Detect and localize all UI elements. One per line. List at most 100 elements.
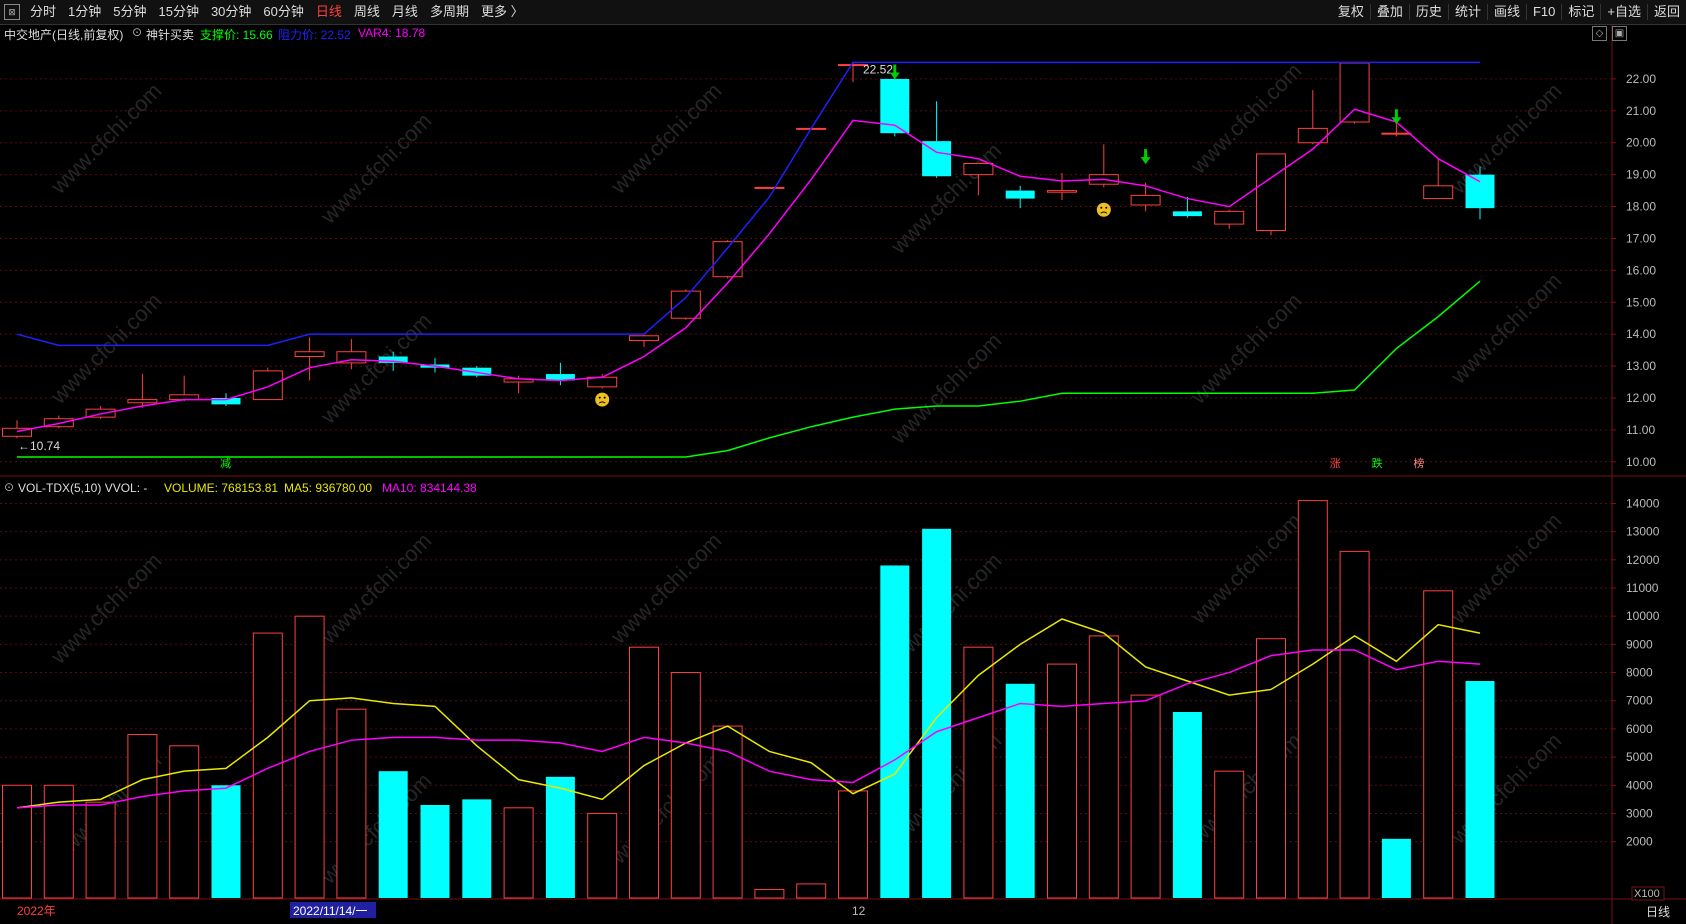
watermark-text: www.cfchi.com	[1185, 58, 1306, 179]
candle	[2, 420, 32, 439]
watermark-text: www.cfchi.com	[1445, 728, 1566, 849]
volume-bar	[503, 807, 534, 899]
candle-body	[127, 399, 158, 404]
candle-body	[922, 141, 952, 177]
volume-bar	[85, 801, 116, 899]
candle	[587, 374, 618, 389]
watermark-text: www.cfchi.com	[605, 528, 726, 649]
volume-label: VOLUME: 768153.81	[164, 481, 279, 495]
vol-indicator-label: VOL-TDX(5,10) VVOL: -	[18, 481, 148, 495]
candle	[294, 337, 325, 381]
toolbar-divider	[1369, 4, 1371, 20]
face-eye	[1105, 206, 1108, 209]
candle	[1172, 196, 1202, 218]
price-tick-label: 14.00	[1626, 327, 1656, 341]
volume-bar	[545, 776, 575, 898]
toolbar-action-6[interactable]: 标记	[1568, 4, 1595, 19]
volume-bar	[880, 565, 910, 898]
toolbar-action-0[interactable]: 复权	[1337, 4, 1364, 19]
toolbar-action-2[interactable]: 历史	[1415, 4, 1442, 19]
candle	[1047, 173, 1077, 201]
candle	[922, 101, 952, 178]
volume-bar	[336, 708, 367, 899]
candle	[85, 405, 116, 419]
watermark-text: www.cfchi.com	[1185, 508, 1306, 629]
candle-body	[1339, 62, 1370, 123]
price-tick-label: 22.00	[1626, 72, 1656, 86]
high-price-label: 22.52	[863, 62, 893, 76]
period-tab-1[interactable]: 1分钟	[68, 4, 102, 19]
period-tab-3[interactable]: 15分钟	[158, 4, 199, 19]
candle	[211, 393, 241, 406]
unit-label: X100	[1634, 888, 1660, 900]
candle-body	[963, 162, 994, 176]
toolbar-action-8[interactable]: 返回	[1653, 4, 1680, 19]
face-mouth	[598, 401, 606, 404]
volume-bar	[2, 784, 32, 899]
signal-label: 榜	[1413, 456, 1424, 470]
price-tick-label: 17.00	[1626, 231, 1656, 245]
watermark-text: www.cfchi.com	[1445, 268, 1566, 389]
candle-body	[1256, 153, 1286, 231]
volume-bar	[1381, 838, 1411, 898]
candle-body	[85, 408, 116, 418]
candle	[1423, 158, 1454, 200]
volume-bar	[462, 799, 492, 898]
price-tick-label: 11.00	[1626, 423, 1655, 437]
period-tab-8[interactable]: 月线	[391, 4, 418, 19]
candle	[754, 186, 785, 189]
candle-body	[1130, 194, 1161, 206]
volume-bar	[712, 725, 743, 899]
indicator-toggle-icon[interactable]: ⊙	[132, 25, 143, 39]
candle	[252, 367, 283, 401]
candle-body	[1214, 210, 1245, 225]
period-tab-2[interactable]: 5分钟	[113, 4, 147, 19]
volume-tick-label: 8000	[1626, 666, 1653, 680]
volume-bar	[1214, 770, 1245, 899]
volume-bar	[796, 883, 827, 899]
period-tabs: 分时 1分钟 5分钟 15分钟 30分钟 60分钟 日线 周线 月线 多周期 更多 〉	[24, 0, 530, 24]
toolbar-action-4[interactable]: 画线	[1493, 4, 1520, 19]
volume-tick-label: 14000	[1626, 496, 1660, 510]
candle-body	[1047, 190, 1077, 193]
price-tick-label: 10.00	[1626, 455, 1656, 469]
candle	[880, 78, 910, 137]
candle	[629, 334, 659, 347]
volume-ma10-line	[16, 649, 1481, 809]
face-eye	[603, 396, 606, 399]
candle-body	[629, 335, 659, 342]
volume-bar	[1005, 683, 1035, 898]
period-tab-5[interactable]: 60分钟	[263, 4, 304, 19]
period-tab-4[interactable]: 30分钟	[210, 4, 252, 19]
period-tab-10[interactable]: 更多 〉	[480, 4, 524, 19]
volume-tick-label: 9000	[1626, 637, 1653, 651]
kline-chart[interactable]: www.cfchi.com www.cfchi.com www.cfchi.com w…	[0, 25, 1686, 924]
candle-body	[294, 351, 325, 358]
toolbar-action-1[interactable]: 叠加	[1376, 4, 1403, 19]
candle-body	[43, 418, 74, 428]
toolbar-action-5[interactable]: F10	[1532, 4, 1556, 19]
toolbar-action-7[interactable]: +自选	[1607, 4, 1641, 19]
volume-ma5-line	[16, 618, 1481, 809]
volume-tick-label: 2000	[1626, 835, 1653, 849]
period-tab-0[interactable]: 分时	[30, 4, 57, 19]
volume-tick-label: 10000	[1626, 609, 1660, 623]
watermark-text: www.cfchi.com	[45, 548, 166, 669]
candle-body	[1423, 185, 1454, 200]
resistance-label: 阻力价: 22.52	[278, 28, 351, 42]
volume-bar	[629, 646, 659, 899]
period-tab-9[interactable]: 多周期	[429, 4, 469, 19]
window-icon[interactable]: ▣	[1612, 26, 1627, 41]
cursor-date-label: 2022/11/14/一	[293, 904, 368, 918]
candle-body	[378, 356, 408, 363]
axes: 22.00 21.00 20.00 19.00 18.00 17.00 16.00 15.00…	[17, 72, 1670, 919]
watermark-text: www.cfchi.com	[885, 328, 1006, 449]
period-tab-7[interactable]: 周线	[353, 4, 380, 19]
menu-icon[interactable]: ⊠	[4, 4, 20, 20]
candle-body	[252, 370, 283, 401]
toolbar-action-3[interactable]: 统计	[1454, 4, 1481, 19]
volume-bar	[127, 734, 158, 899]
period-tab-6[interactable]: 日线	[315, 4, 342, 19]
expand-icon[interactable]: ◇	[1592, 26, 1607, 41]
vol-toggle-icon[interactable]: ⊙	[4, 480, 15, 494]
